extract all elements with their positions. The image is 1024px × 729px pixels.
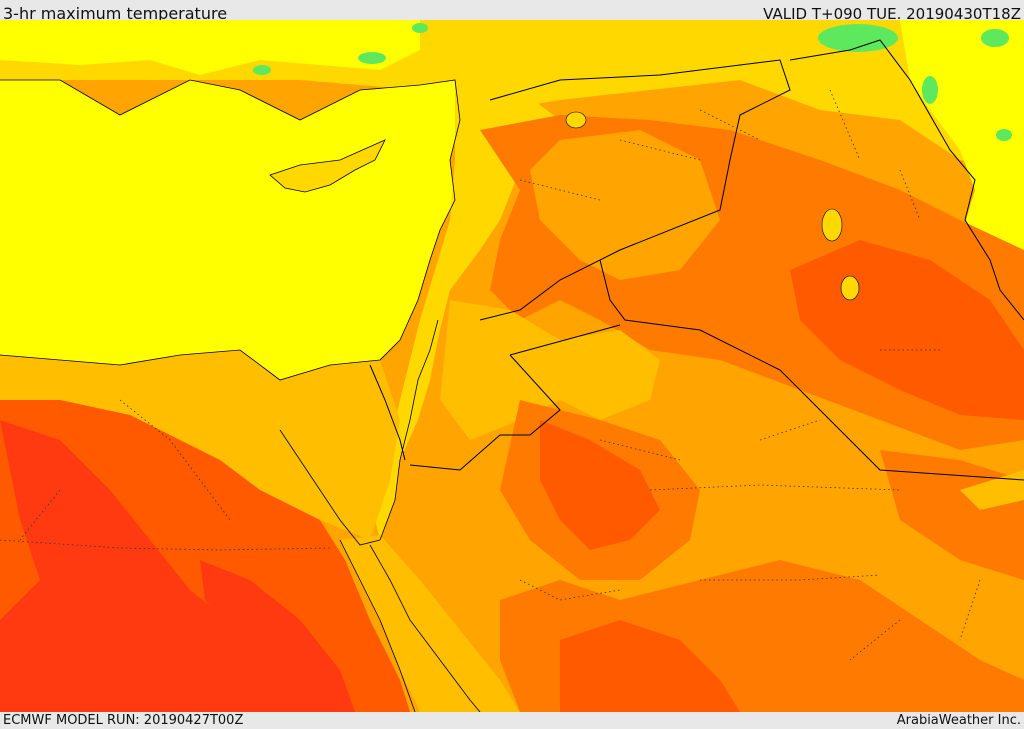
- coastline: [0, 79, 461, 381]
- cold-spot: [922, 76, 938, 104]
- zone-saudi-red: [540, 420, 660, 550]
- cold-spot: [412, 23, 428, 33]
- zone-egypt-coast: [0, 350, 400, 540]
- cyprus: [269, 139, 386, 193]
- cold-spot: [253, 65, 271, 75]
- zone-iraq-light: [530, 130, 720, 280]
- header-bar: 3-hr maximum temperature VALID T+090 TUE…: [0, 0, 1024, 23]
- coastline-gulf-aqaba: [379, 319, 439, 541]
- border-egypt: [369, 364, 406, 461]
- mediterranean-sea: [0, 80, 460, 380]
- border-iraq-saudi: [599, 259, 1024, 481]
- lake: [840, 275, 860, 301]
- zone-egypt-hottest: [0, 420, 310, 712]
- lake: [821, 208, 843, 242]
- border-syria-iraq: [479, 59, 791, 321]
- border-jordan: [409, 324, 621, 471]
- credit: ArabiaWeather Inc.: [896, 713, 1021, 728]
- lake: [565, 111, 587, 129]
- cold-spot: [981, 29, 1009, 47]
- map-title: 3-hr maximum temperature: [3, 4, 228, 23]
- coastline-suez: [279, 429, 481, 712]
- zone-saudi-red-south: [560, 620, 740, 712]
- zone-egypt-spot: [200, 560, 355, 712]
- cold-spot: [996, 129, 1012, 141]
- map-canvas: [0, 20, 1024, 712]
- valid-time: VALID T+090 TUE. 20190430T18Z: [763, 5, 1021, 23]
- province-lines: [0, 89, 981, 661]
- border-iran: [789, 39, 1024, 321]
- cold-spot: [358, 52, 386, 64]
- zone-gulf: [960, 470, 1024, 510]
- model-run: ECMWF MODEL RUN: 20190427T00Z: [3, 713, 244, 728]
- zone-jordan: [440, 300, 660, 440]
- cold-spot: [818, 24, 898, 52]
- zone-turkey-yellow: [0, 20, 420, 75]
- temperature-map[interactable]: [0, 20, 1024, 712]
- coastline-redsea-west: [339, 539, 416, 712]
- red-sea: [340, 535, 520, 712]
- footer-bar: ECMWF MODEL RUN: 20190427T00Z ArabiaWeat…: [0, 712, 1024, 729]
